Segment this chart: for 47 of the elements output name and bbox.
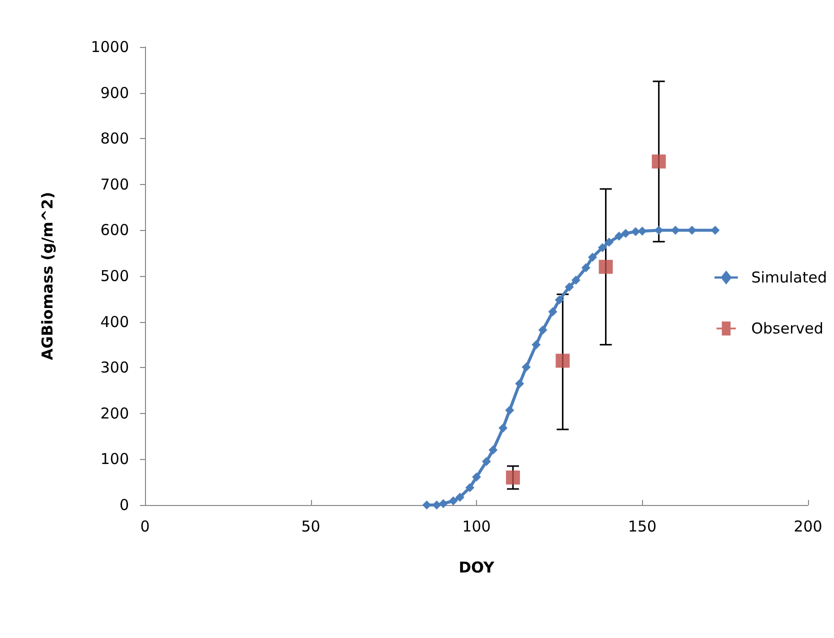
point (604, 238, 614, 247)
x-tick-label: 150 (628, 518, 657, 536)
point (505, 406, 514, 415)
x-tick-label: 0 (140, 518, 150, 536)
point (571, 276, 580, 285)
point (614, 232, 624, 241)
point (465, 483, 474, 492)
point (652, 154, 666, 168)
y-tick-label: 200 (100, 404, 129, 422)
point (532, 340, 541, 350)
point (598, 243, 607, 252)
y-tick-label: 300 (100, 358, 129, 377)
y-tick-label: 0 (119, 496, 129, 514)
point (448, 496, 458, 506)
x-tick-label: 100 (462, 518, 491, 536)
x-tick-label: 200 (794, 518, 822, 536)
point (588, 252, 598, 262)
point (482, 456, 491, 466)
point (581, 263, 590, 272)
point (621, 228, 630, 238)
point (548, 307, 558, 316)
y-tick-label: 500 (100, 267, 129, 285)
y-tick-label: 1000 (90, 38, 129, 56)
y-tick-label: 700 (100, 175, 129, 194)
point (538, 326, 548, 335)
x-axis-title: DOY (458, 558, 496, 576)
y-tick-label: 600 (100, 221, 129, 240)
y-tick-label: 100 (100, 450, 129, 468)
y-axis-title: AGBiomass (g/m^2) (38, 192, 56, 360)
point (498, 424, 508, 433)
legend-label: Observed (751, 320, 824, 338)
legend-label: Simulated (751, 268, 828, 286)
point (556, 354, 570, 368)
y-tick-label: 800 (100, 130, 129, 148)
y-tick-label: 900 (100, 84, 129, 102)
y-tick-label: 400 (100, 312, 129, 331)
point (488, 446, 498, 455)
point (438, 499, 448, 508)
x-tick-label: 50 (301, 518, 320, 536)
point (564, 282, 574, 292)
point (472, 472, 481, 482)
point (455, 492, 464, 502)
point (515, 379, 524, 388)
point (506, 470, 520, 485)
point (598, 260, 613, 274)
point (554, 295, 564, 304)
point (522, 362, 531, 372)
